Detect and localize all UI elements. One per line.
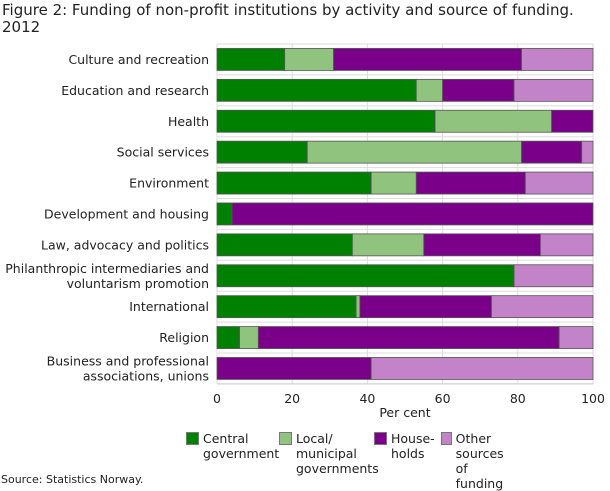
legend-label: Central government xyxy=(203,431,280,461)
bar-segment xyxy=(434,109,553,133)
bar-segment xyxy=(216,171,372,195)
x-tick-label: 0 xyxy=(213,391,221,406)
bar-segment xyxy=(415,78,443,102)
x-tick-label: 40 xyxy=(359,391,375,406)
bar-segment xyxy=(216,202,233,226)
bar-segment xyxy=(521,140,583,164)
category-label: Culture and recreation xyxy=(68,52,209,67)
x-tick-label: 20 xyxy=(284,391,300,406)
bar-segment xyxy=(216,295,357,319)
bar-segment xyxy=(216,109,436,133)
bar-segment xyxy=(521,48,594,71)
bar-segment xyxy=(581,140,594,164)
legend-swatch xyxy=(279,432,292,445)
bar-segment xyxy=(513,78,594,102)
x-tick-label: 60 xyxy=(435,391,451,406)
category-label: Health xyxy=(168,114,209,129)
x-tick-label: 80 xyxy=(510,391,526,406)
legend-label: Other sources of funding xyxy=(455,431,504,491)
bar-segment xyxy=(216,78,417,102)
bar-segment xyxy=(216,48,286,71)
bar-segment xyxy=(370,171,417,195)
x-axis-label: Per cent xyxy=(379,405,430,420)
bar-segment xyxy=(370,357,594,380)
bar-segment xyxy=(216,264,515,288)
bar-segment xyxy=(333,48,522,71)
legend-swatch xyxy=(374,432,387,445)
legend-item[interactable]: Local/ municipal governments xyxy=(279,431,379,476)
bar-segment xyxy=(539,233,594,257)
bar-segment xyxy=(423,233,541,257)
bar-segment xyxy=(306,140,522,164)
bar-segment xyxy=(257,326,560,349)
bar-segment xyxy=(351,233,425,257)
x-tick-label: 100 xyxy=(581,391,605,406)
legend-label: Local/ municipal governments xyxy=(296,431,379,476)
bar-segment xyxy=(216,326,240,349)
category-label: Social services xyxy=(117,145,209,160)
category-label: Religion xyxy=(159,330,209,345)
bar-segment xyxy=(355,295,361,319)
category-label: Philanthropic intermediaries and voluntar… xyxy=(5,261,209,291)
legend-label: House- holds xyxy=(391,431,435,461)
bar-segment xyxy=(359,295,492,319)
category-label: International xyxy=(129,299,209,314)
category-label: Development and housing xyxy=(44,206,209,221)
legend-item[interactable]: Other sources of funding xyxy=(441,431,506,491)
category-label: Education and research xyxy=(61,83,209,98)
bar-segment xyxy=(551,109,594,133)
bar-segment xyxy=(284,48,334,71)
bar-segment xyxy=(239,326,259,349)
chart-title: Figure 2: Funding of non-profit institut… xyxy=(2,1,574,36)
legend-item[interactable]: Central government xyxy=(186,431,279,461)
bar-segment xyxy=(491,295,594,319)
stacked-bar-chart: 0 20 40 60 80 100 Per cent Culture and recreati… xyxy=(5,43,605,420)
source-note: Source: Statistics Norway. xyxy=(1,473,144,486)
bar-segment xyxy=(442,78,515,102)
bar-segment xyxy=(415,171,526,195)
legend-item[interactable]: House- holds xyxy=(374,431,435,461)
category-label: Environment xyxy=(129,176,209,191)
bar-segment xyxy=(558,326,594,349)
category-label: Law, advocacy and politics xyxy=(41,237,209,252)
bar-segment xyxy=(216,357,372,380)
bar-segment xyxy=(216,140,308,164)
legend-swatch xyxy=(441,432,452,445)
bar-segment xyxy=(231,202,594,226)
category-label: Business and professional associations, u… xyxy=(47,353,209,383)
legend-swatch xyxy=(186,432,199,445)
bar-segment xyxy=(216,233,353,257)
bar-segment xyxy=(524,171,594,195)
bar-segment xyxy=(513,264,594,288)
